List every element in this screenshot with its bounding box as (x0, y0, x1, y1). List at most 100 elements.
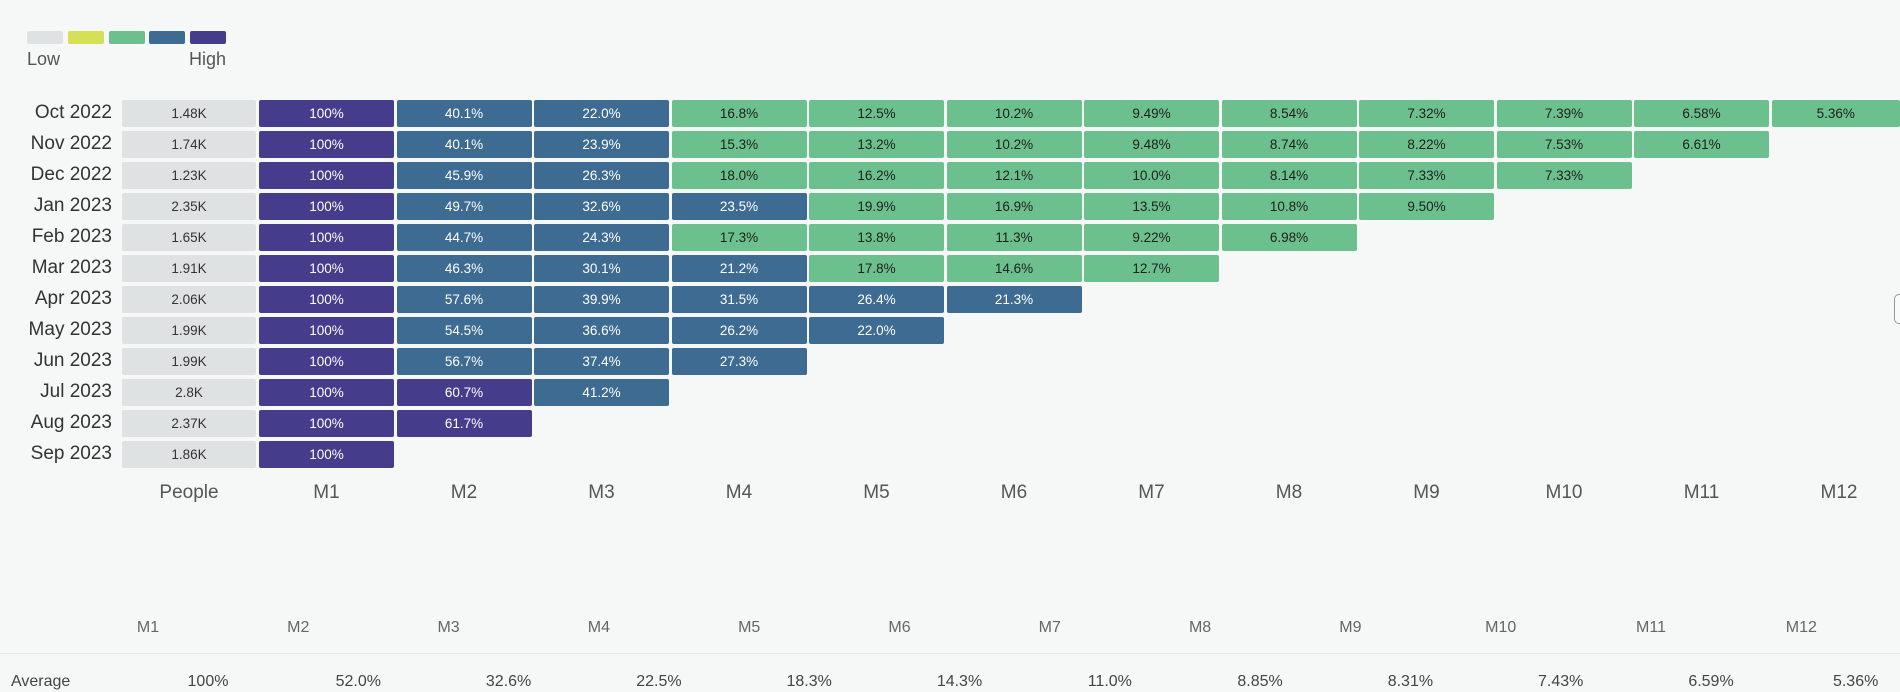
heatmap-cell[interactable]: 39.9% (534, 286, 669, 313)
heatmap-cell[interactable]: 16.8% (671, 100, 807, 127)
heatmap-cell[interactable]: 100% (259, 379, 394, 406)
heatmap-cell[interactable]: 41.2% (534, 379, 669, 406)
people-cell[interactable]: 2.35K (122, 193, 256, 220)
heatmap-cell[interactable]: 15.3% (671, 131, 807, 158)
legend-high-label: High (189, 49, 227, 69)
heatmap-cell[interactable]: 16.2% (809, 162, 944, 189)
heatmap-cell[interactable]: 31.5% (671, 286, 807, 313)
heatmap-cell[interactable]: 26.3% (534, 162, 669, 189)
heatmap-cell[interactable]: 23.9% (534, 131, 669, 158)
heatmap-cell[interactable]: 100% (259, 100, 394, 127)
heatmap-cell[interactable]: 32.6% (534, 193, 669, 220)
heatmap-cell[interactable]: 7.53% (1496, 131, 1632, 158)
average-value: 22.5% (636, 673, 682, 690)
heatmap-cell[interactable]: 40.1% (396, 131, 532, 158)
heatmap-cell[interactable]: 45.9% (396, 162, 532, 189)
row-label: Feb 2023 (31, 226, 112, 247)
horizontal-scroll-handle[interactable] (1894, 294, 1900, 324)
heatmap-cell[interactable]: 6.61% (1634, 131, 1769, 158)
heatmap-cell[interactable]: 100% (259, 441, 394, 468)
heatmap-cell[interactable]: 18.0% (671, 162, 807, 189)
heatmap-cell[interactable]: 9.49% (1084, 100, 1219, 127)
people-cell[interactable]: 1.23K (122, 162, 256, 189)
heatmap-cell[interactable]: 9.48% (1084, 131, 1219, 158)
heatmap-cell[interactable]: 23.5% (671, 193, 807, 220)
heatmap-cell[interactable]: 8.74% (1221, 131, 1357, 158)
heatmap-cell[interactable]: 10.2% (946, 100, 1082, 127)
heatmap-cell[interactable]: 7.33% (1359, 162, 1494, 189)
heatmap-cell[interactable]: 9.22% (1084, 224, 1219, 251)
heatmap-cell[interactable]: 8.22% (1359, 131, 1494, 158)
heatmap-cell[interactable]: 7.39% (1496, 100, 1632, 127)
heatmap-cell[interactable]: 54.5% (396, 317, 532, 344)
heatmap-cell[interactable]: 13.5% (1084, 193, 1219, 220)
people-cell[interactable]: 1.91K (122, 255, 256, 282)
heatmap-cell[interactable]: 7.32% (1359, 100, 1494, 127)
heatmap-cell[interactable]: 6.58% (1634, 100, 1769, 127)
heatmap-cell[interactable]: 57.6% (396, 286, 532, 313)
heatmap-cell[interactable]: 13.2% (809, 131, 944, 158)
heatmap-cell[interactable]: 17.8% (809, 255, 944, 282)
heatmap-cell[interactable]: 44.7% (396, 224, 532, 251)
heatmap-cell[interactable]: 22.0% (809, 317, 944, 344)
heatmap-cell[interactable]: 61.7% (396, 410, 532, 437)
heatmap-cell[interactable]: 17.3% (671, 224, 807, 251)
heatmap-cell[interactable]: 36.6% (534, 317, 669, 344)
heatmap-cell[interactable]: 10.8% (1221, 193, 1357, 220)
people-cell[interactable]: 1.65K (122, 224, 256, 251)
heatmap-cell[interactable]: 100% (259, 348, 394, 375)
average-value: 52.0% (335, 673, 381, 690)
heatmap-cell[interactable]: 14.6% (946, 255, 1082, 282)
heatmap-cell[interactable]: 26.2% (671, 317, 807, 344)
heatmap-cell[interactable]: 21.2% (671, 255, 807, 282)
heatmap-cell[interactable]: 22.0% (534, 100, 669, 127)
heatmap-cell[interactable]: 10.2% (946, 131, 1082, 158)
people-cell[interactable]: 2.8K (122, 379, 256, 406)
heatmap-cell[interactable]: 100% (259, 162, 394, 189)
heatmap-cell[interactable]: 13.8% (809, 224, 944, 251)
heatmap-cell[interactable]: 10.0% (1084, 162, 1219, 189)
heatmap-cell[interactable]: 40.1% (396, 100, 532, 127)
heatmap-cell[interactable]: 100% (259, 224, 394, 251)
heatmap-cell[interactable]: 9.50% (1359, 193, 1494, 220)
heatmap-cell[interactable]: 16.9% (946, 193, 1082, 220)
row-label: Dec 2022 (30, 164, 112, 185)
heatmap-cell[interactable]: 11.3% (946, 224, 1082, 251)
people-cell[interactable]: 1.86K (122, 441, 256, 468)
heatmap-cell[interactable]: 26.4% (809, 286, 944, 313)
heatmap-cell[interactable]: 100% (259, 255, 394, 282)
heatmap-cell[interactable]: 100% (259, 410, 394, 437)
heatmap-cell[interactable]: 100% (259, 193, 394, 220)
heatmap-cell[interactable]: 37.4% (534, 348, 669, 375)
people-cell[interactable]: 1.99K (122, 317, 256, 344)
heatmap-cell[interactable]: 56.7% (396, 348, 532, 375)
people-cell[interactable]: 1.99K (122, 348, 256, 375)
heatmap-cell[interactable]: 8.14% (1221, 162, 1357, 189)
heatmap-cell[interactable]: 21.3% (946, 286, 1082, 313)
people-cell[interactable]: 1.74K (122, 131, 256, 158)
heatmap-cell[interactable]: 7.33% (1496, 162, 1632, 189)
heatmap-cell[interactable]: 27.3% (671, 348, 807, 375)
heatmap-cell[interactable]: 8.54% (1221, 100, 1357, 127)
heatmap-cell[interactable]: 5.36% (1771, 100, 1900, 127)
heatmap-cell[interactable]: 12.5% (809, 100, 944, 127)
people-cell[interactable]: 1.48K (122, 100, 256, 127)
heatmap-cell[interactable]: 60.7% (396, 379, 532, 406)
heatmap-cell[interactable]: 12.7% (1084, 255, 1219, 282)
average-column-header: M10 (1485, 619, 1517, 636)
average-column-header: M12 (1785, 619, 1817, 636)
people-cell[interactable]: 2.37K (122, 410, 256, 437)
heatmap-cell[interactable]: 100% (259, 317, 394, 344)
heatmap-cell[interactable]: 12.1% (946, 162, 1082, 189)
heatmap-cell[interactable]: 30.1% (534, 255, 669, 282)
column-label: M10 (1545, 482, 1583, 503)
heatmap-cell[interactable]: 6.98% (1221, 224, 1357, 251)
heatmap-cell[interactable]: 19.9% (809, 193, 944, 220)
heatmap-cell[interactable]: 100% (259, 286, 394, 313)
heatmap-cell[interactable]: 49.7% (396, 193, 532, 220)
heatmap-cell[interactable]: 46.3% (396, 255, 532, 282)
heatmap-cell[interactable]: 24.3% (534, 224, 669, 251)
row-label: Oct 2022 (34, 102, 112, 123)
people-cell[interactable]: 2.06K (122, 286, 256, 313)
heatmap-cell[interactable]: 100% (259, 131, 394, 158)
